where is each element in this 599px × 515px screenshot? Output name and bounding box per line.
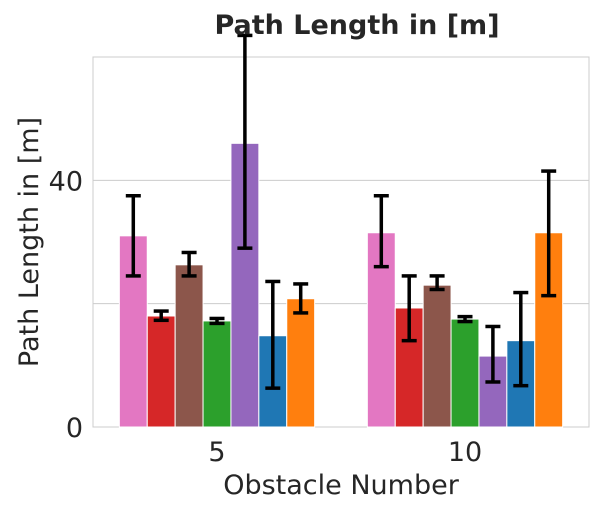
bar	[286, 298, 316, 428]
bars	[118, 142, 564, 428]
x-tick-label: 10	[448, 437, 482, 468]
x-axis-label: Obstacle Number	[223, 470, 459, 501]
bar	[450, 318, 480, 428]
plot-frame	[92, 56, 590, 428]
x-tick-label: 5	[208, 437, 225, 468]
y-tick-label: 0	[66, 413, 83, 444]
bar	[174, 264, 204, 428]
y-axis-label: Path Length in [m]	[14, 117, 45, 367]
bar	[202, 320, 232, 428]
y-tick-label: 40	[49, 166, 83, 197]
chart-title: Path Length in [m]	[214, 10, 499, 41]
bar	[146, 315, 176, 428]
bar	[422, 284, 452, 428]
error-bars	[125, 33, 557, 390]
tick-labels: 0 40 5 10	[49, 166, 483, 468]
